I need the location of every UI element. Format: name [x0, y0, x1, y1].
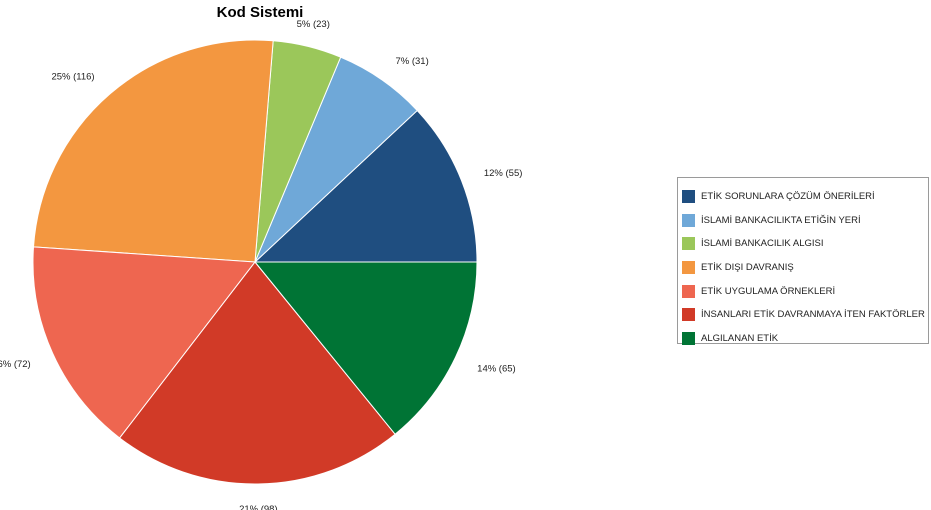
legend-swatch — [682, 331, 695, 345]
slice-data-label: 16% (72) — [0, 359, 31, 370]
legend-label: İSLAMİ BANKACILIKTA ETİĞİN YERİ — [701, 214, 861, 226]
pie-slice — [253, 109, 478, 263]
legend-swatch — [682, 213, 695, 227]
slice-data-label: 12% (55) — [484, 168, 523, 179]
legend-label: ETİK UYGULAMA ÖRNEKLERİ — [701, 285, 836, 297]
pie-slice — [32, 39, 274, 263]
legend-swatch — [682, 284, 695, 298]
legend: ETİK SORUNLARA ÇÖZÜM ÖNERİLERİ İSLAMİ BAN… — [677, 177, 929, 345]
slice-data-label: 25% (116) — [51, 71, 94, 82]
legend-label: İSLAMİ BANKACILIK ALGISI — [701, 238, 824, 250]
slice-data-label: 7% (31) — [395, 56, 428, 67]
pie-slice — [118, 261, 396, 485]
legend-label: ETİK SORUNLARA ÇÖZÜM ÖNERİLERİ — [701, 191, 875, 203]
legend-swatch — [682, 261, 695, 275]
legend-item: İNSANLARI ETİK DAVRANMAYA İTEN FAKTÖRLER — [682, 303, 928, 327]
slice-data-label: 21% (98) — [239, 504, 278, 510]
legend-label: ALGILANAN ETİK — [701, 332, 779, 344]
legend-item: ETİK DIŞI DAVRANIŞ — [682, 256, 928, 280]
legend-item: ETİK UYGULAMA ÖRNEKLERİ — [682, 279, 928, 303]
legend-swatch — [682, 308, 695, 322]
legend-item: ALGILANAN ETİK — [682, 327, 928, 351]
chart-title: Kod Sistemi — [216, 4, 304, 21]
legend-item: ETİK SORUNLARA ÇÖZÜM ÖNERİLERİ — [682, 185, 928, 209]
legend-swatch — [682, 190, 695, 204]
slice-data-label: 5% (23) — [297, 19, 330, 30]
legend-item: İSLAMİ BANKACILIKTA ETİĞİN YERİ — [682, 209, 928, 233]
slice-data-label: 14% (65) — [477, 364, 516, 375]
legend-swatch — [682, 237, 695, 251]
pie-slice — [32, 246, 256, 439]
legend-label: ETİK DIŞI DAVRANIŞ — [701, 262, 794, 274]
pie-slice — [253, 261, 478, 435]
legend-item: İSLAMİ BANKACILIK ALGISI — [682, 232, 928, 256]
legend-label: İNSANLARI ETİK DAVRANMAYA İTEN FAKTÖRLER — [701, 309, 925, 321]
